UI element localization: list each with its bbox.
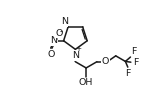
Text: F: F: [132, 47, 137, 56]
Text: N: N: [72, 51, 79, 60]
Text: F: F: [133, 58, 138, 67]
Text: F: F: [125, 69, 130, 78]
Text: +: +: [75, 46, 81, 52]
Text: +: +: [53, 35, 59, 41]
Text: OH: OH: [79, 78, 93, 87]
Text: O: O: [47, 50, 54, 59]
Text: O: O: [102, 57, 109, 66]
Text: O: O: [55, 29, 62, 38]
Text: -: -: [60, 27, 63, 36]
Text: N: N: [61, 17, 68, 26]
Text: N: N: [50, 36, 57, 45]
